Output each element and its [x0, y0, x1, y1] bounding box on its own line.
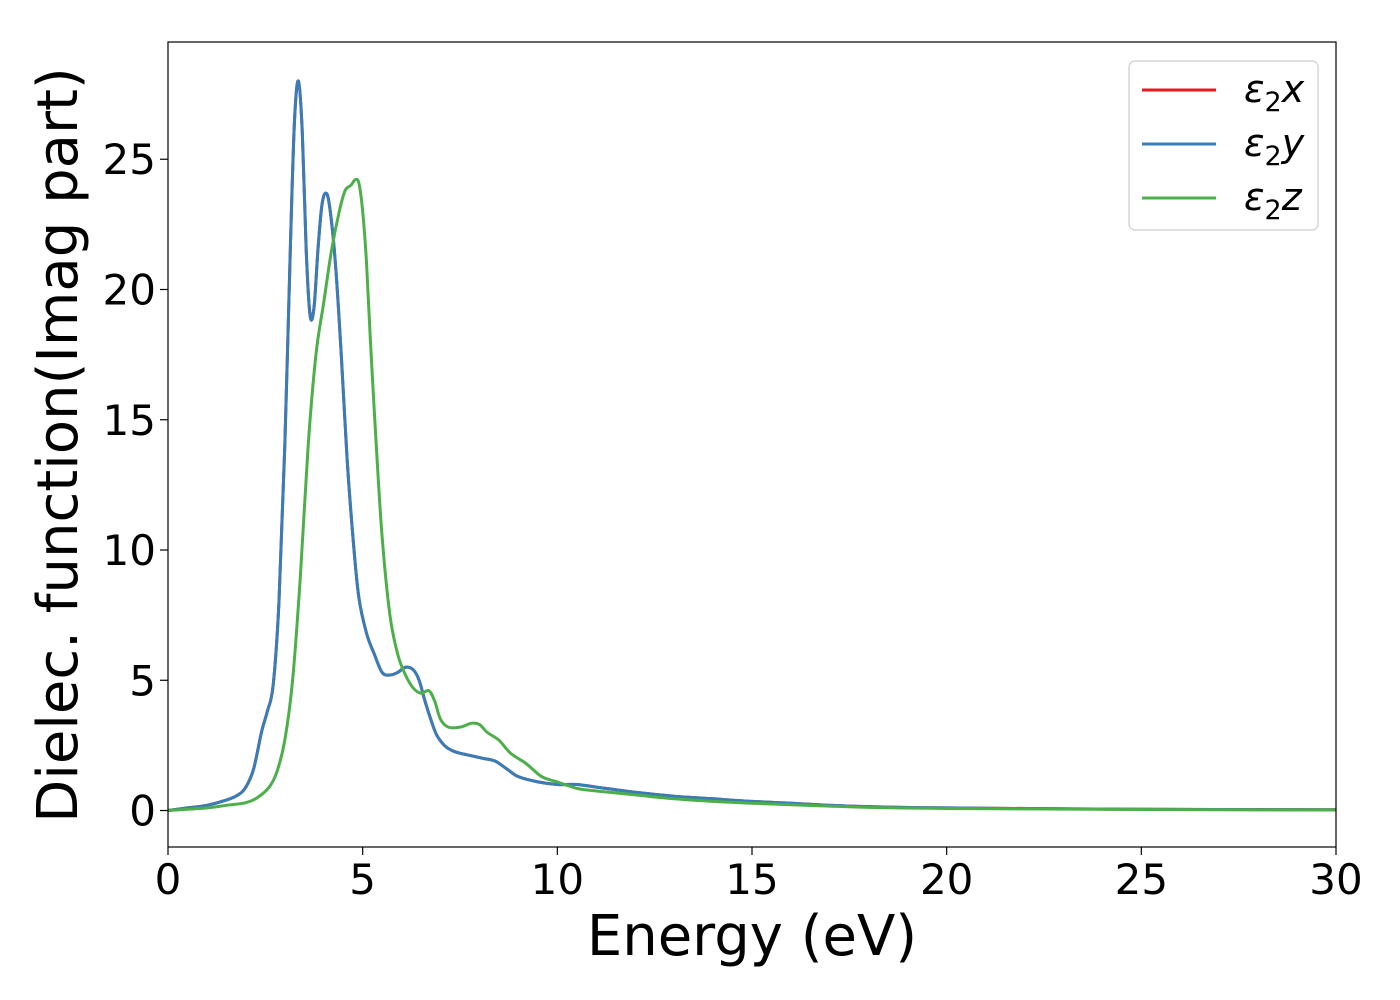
x-tick-label: 15 — [725, 855, 778, 904]
series-line-y — [167, 79, 1337, 813]
x-tick-label: 25 — [1115, 855, 1168, 904]
legend-label-y: ε2y — [1244, 121, 1305, 172]
y-tick-label: 5 — [129, 656, 156, 705]
series-line-z — [167, 177, 1337, 813]
legend-label-x: ε2x — [1244, 67, 1305, 118]
x-tick-label: 20 — [920, 855, 973, 904]
x-axis-ticks: 0 5 10 15 20 25 30 — [155, 847, 1363, 904]
y-tick-label: 0 — [129, 787, 156, 836]
x-tick-label: 0 — [155, 855, 182, 904]
plot-lines — [167, 79, 1337, 813]
x-tick-label: 5 — [349, 855, 376, 904]
x-tick-label: 30 — [1309, 855, 1362, 904]
y-axis-label: Dielec. function(Imag part) — [26, 67, 91, 823]
y-tick-label: 20 — [103, 265, 156, 314]
y-tick-label: 15 — [103, 396, 156, 445]
x-axis-label: Energy (eV) — [587, 904, 917, 969]
y-axis-ticks: 0 5 10 15 20 25 — [103, 135, 168, 836]
y-tick-label: 10 — [103, 526, 156, 575]
y-tick-label: 25 — [103, 135, 156, 184]
legend-label-z: ε2z — [1244, 175, 1303, 226]
legend-box — [1128, 60, 1319, 231]
x-tick-label: 10 — [531, 855, 584, 904]
